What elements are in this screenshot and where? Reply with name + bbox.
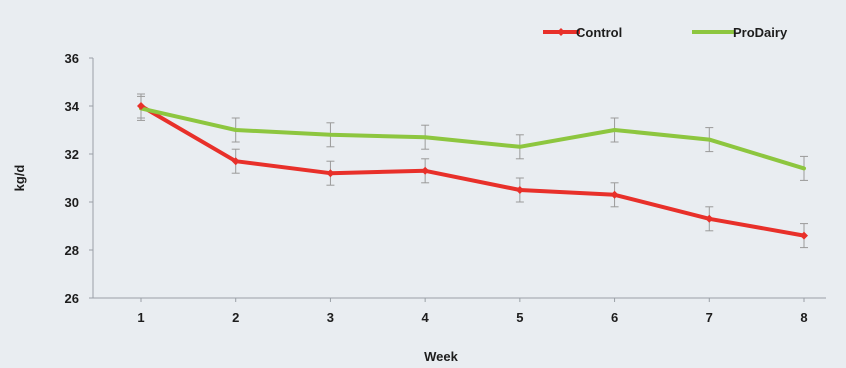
legend: Control ProDairy: [543, 25, 788, 40]
y-axis-title: kg/d: [12, 165, 27, 192]
y-tick-label: 28: [65, 243, 79, 258]
series-lines: [139, 104, 806, 238]
series-markers: [137, 102, 808, 240]
data-point-control: [231, 157, 240, 166]
legend-item-prodairy: ProDairy: [692, 25, 788, 40]
x-tick-label: 4: [422, 310, 430, 325]
data-point-control: [421, 166, 430, 175]
series-line-prodairy: [139, 106, 806, 171]
y-tick-label: 34: [65, 99, 80, 114]
x-tick-label: 6: [611, 310, 618, 325]
x-tick-label: 5: [516, 310, 523, 325]
y-tick-label: 26: [65, 291, 79, 306]
x-tick-label: 8: [800, 310, 807, 325]
x-axis-title: Week: [424, 349, 458, 364]
x-tick-label: 7: [706, 310, 713, 325]
legend-label-prodairy: ProDairy: [733, 25, 788, 40]
x-tick-labels: 1 2 3 4 5 6 7 8: [137, 298, 808, 325]
data-point-control: [326, 169, 335, 178]
y-tick-labels: 26 28 30 32 34 36: [65, 51, 93, 306]
y-tick-label: 30: [65, 195, 79, 210]
legend-item-control: Control: [543, 25, 622, 40]
legend-marker-control: [557, 28, 565, 36]
axes: [92, 58, 826, 299]
data-point-control: [705, 214, 714, 223]
y-tick-label: 32: [65, 147, 79, 162]
legend-label-control: Control: [576, 25, 622, 40]
x-tick-label: 1: [137, 310, 144, 325]
y-tick-label: 36: [65, 51, 79, 66]
x-tick-label: 3: [327, 310, 334, 325]
error-bars: [137, 93, 808, 249]
data-point-control: [137, 102, 145, 110]
x-tick-label: 2: [232, 310, 239, 325]
data-point-control: [515, 186, 524, 194]
series-line-control: [139, 104, 806, 238]
data-point-control: [800, 231, 808, 240]
data-point-control: [610, 190, 619, 199]
